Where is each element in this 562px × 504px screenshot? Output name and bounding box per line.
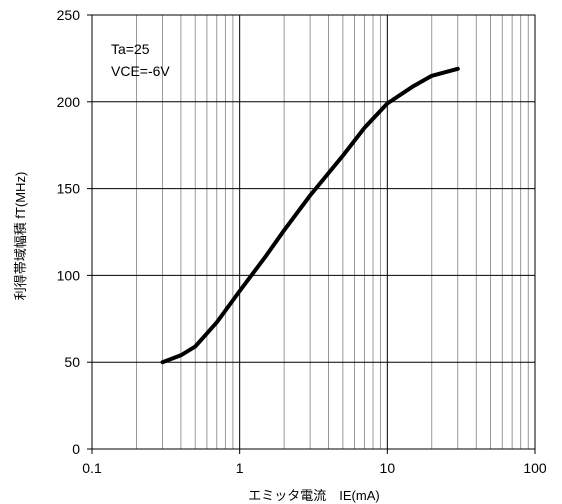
x-tick-label: 10 bbox=[380, 460, 396, 476]
x-tick-label: 0.1 bbox=[82, 460, 102, 476]
y-tick-label: 50 bbox=[64, 354, 80, 370]
y-tick-label: 250 bbox=[57, 7, 81, 23]
annotation-vce: VCE=-6V bbox=[111, 63, 170, 79]
y-tick-label: 150 bbox=[57, 181, 81, 197]
y-tick-label: 100 bbox=[57, 267, 81, 283]
x-tick-label: 1 bbox=[236, 460, 244, 476]
y-tick-labels: 0 50 100 150 200 250 bbox=[57, 7, 92, 457]
grid bbox=[92, 15, 535, 449]
annotation-box: Ta=25 VCE=-6V bbox=[111, 41, 170, 79]
plot-frame bbox=[91, 14, 536, 450]
annotation-temperature: Ta=25 bbox=[111, 41, 150, 57]
x-tick-label: 100 bbox=[523, 460, 547, 476]
fT-curve bbox=[160, 66, 460, 365]
x-tick-labels: 0.1 1 10 100 bbox=[82, 449, 547, 476]
y-tick-label: 0 bbox=[72, 441, 80, 457]
y-axis-label: 利得帯域幅積 fT(MHz) bbox=[13, 172, 28, 301]
x-axis-label: エミッタ電流 IE(mA) bbox=[248, 488, 379, 503]
y-tick-label: 200 bbox=[57, 94, 81, 110]
